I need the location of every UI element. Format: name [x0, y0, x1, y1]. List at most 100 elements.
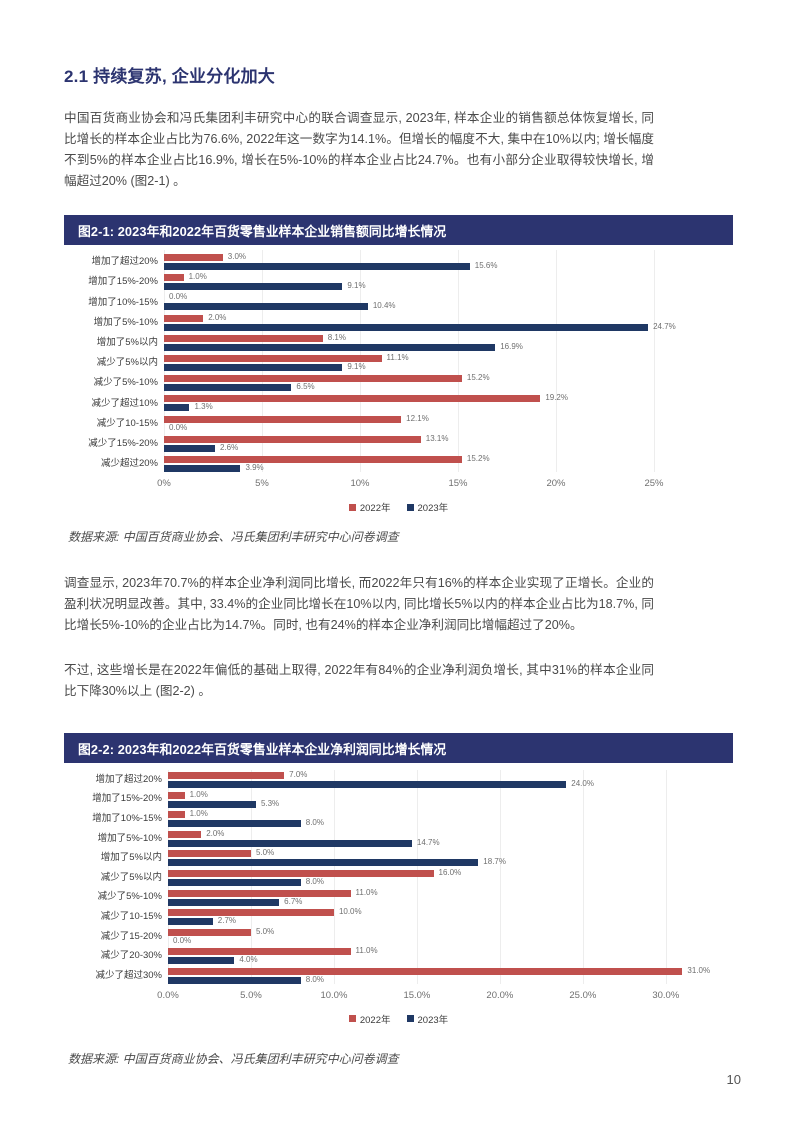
bar-2022	[168, 870, 434, 877]
category-label: 增加了5%以内	[96, 336, 158, 348]
bar-value-label: 9.1%	[347, 362, 366, 371]
paragraph-3: 不过, 这些增长是在2022年偏低的基础上取得, 2022年有84%的企业净利润…	[64, 663, 654, 698]
x-axis-tick: 15.0%	[403, 989, 431, 1001]
bar-2023	[168, 781, 567, 788]
legend-item: 2023年	[406, 500, 448, 514]
figure-2-title: 图2-2: 2023年和2022年百货零售业样本企业净利润同比增长情况	[78, 741, 447, 757]
bar-value-label: 10.4%	[372, 301, 396, 311]
x-axis-tick: 0.0%	[157, 989, 179, 1001]
figure-2-gridlines	[64, 770, 733, 995]
bar-2022	[164, 415, 402, 423]
bar-2023	[168, 820, 301, 828]
bar-value-label: 1.0%	[189, 809, 208, 819]
x-axis-tick: 25.0%	[569, 989, 597, 1001]
bar-value-label: 11.1%	[386, 353, 409, 362]
legend-swatch	[348, 503, 356, 511]
bar-value-label: 8.0%	[305, 877, 324, 886]
category-label: 减少了20-30%	[100, 950, 162, 962]
bar-2023	[168, 839, 412, 847]
category-label: 减少了5%以内	[100, 871, 162, 883]
category-label: 减少了5%-10%	[93, 377, 158, 389]
bar-value-label: 11.0%	[355, 946, 378, 956]
bar-2022	[164, 395, 541, 403]
bar-2023	[164, 283, 343, 291]
x-axis-tick: 0%	[157, 478, 171, 490]
bar-2022	[164, 456, 462, 463]
category-label: 增加了5%-10%	[93, 316, 158, 328]
bar-value-label: 16.9%	[500, 341, 523, 351]
bar-value-label: 5.0%	[255, 848, 275, 858]
legend-label: 2023年	[417, 1014, 449, 1026]
gridline	[499, 770, 501, 984]
legend-label: 2022年	[359, 503, 391, 515]
bar-value-label: 0.0%	[173, 935, 192, 945]
page-title: 2.1 持续复苏, 企业分化加大	[64, 67, 276, 86]
category-label: 增加了5%-10%	[97, 832, 162, 844]
x-axis-tick: 10.0%	[320, 989, 348, 1001]
x-axis-tick: 20.0%	[486, 989, 514, 1001]
bar-value-label: 8.0%	[305, 975, 324, 984]
bar-value-label: 2.7%	[217, 916, 237, 926]
category-label: 减少了5%-10%	[97, 891, 162, 903]
bar-value-label: 16.0%	[438, 868, 462, 877]
category-label: 减少了10-15%	[100, 911, 162, 922]
bar-value-label: 15.2%	[466, 373, 490, 383]
bar-value-label: 24.0%	[571, 779, 594, 788]
bar-value-label: 11.0%	[355, 887, 378, 897]
x-axis-tick: 20%	[546, 478, 566, 490]
gridline	[458, 250, 459, 473]
x-axis-tick: 5.0%	[240, 989, 262, 1001]
bar-value-label: 18.7%	[483, 857, 506, 867]
bar-value-label: 6.5%	[296, 382, 315, 392]
category-label: 增加了15%-20%	[88, 276, 158, 288]
bar-value-label: 4.0%	[239, 955, 258, 965]
bar-value-label: 19.2%	[545, 393, 568, 403]
category-label: 减少超过20%	[100, 458, 158, 470]
bar-2022	[168, 928, 251, 936]
bar-value-label: 3.9%	[245, 463, 264, 472]
category-label: 增加了10%-15%	[92, 813, 162, 824]
bar-2023	[164, 404, 190, 412]
legend-swatch	[406, 503, 414, 511]
bar-value-label: 14.7%	[416, 837, 440, 847]
bar-value-label: 5.0%	[255, 926, 275, 936]
bar-2023	[168, 957, 235, 965]
x-axis-tick: 25%	[644, 478, 664, 490]
bar-2022	[164, 274, 184, 282]
category-label: 减少了超过30%	[95, 969, 162, 981]
bar-value-label: 0.0%	[169, 292, 188, 302]
category-label: 增加了超过20%	[91, 256, 158, 268]
paragraph-2: 调查显示, 2023年70.7%的样本企业净利润同比增长, 而2022年只有16…	[64, 576, 654, 632]
category-label: 减少了5%以内	[96, 357, 158, 369]
bar-2023	[164, 444, 215, 452]
bar-value-label: 5.3%	[260, 798, 280, 808]
figure-1-title: 图2-1: 2023年和2022年百货零售业样本企业销售额同比增长情况	[78, 223, 447, 239]
bar-2022	[168, 948, 351, 956]
bar-2023	[164, 364, 343, 371]
figure-2-chart: 增加了超过20% 7.0% 24.0% 增加了15%-20% 1.0% 5.3% 增加了10…	[64, 770, 733, 1026]
bar-2022	[164, 435, 421, 443]
bar-value-label: 2.0%	[208, 312, 227, 322]
gridline	[556, 250, 557, 473]
bar-value-label: 31.0%	[687, 966, 711, 975]
legend-item: 2023年	[406, 1012, 449, 1026]
bar-value-label: 12.1%	[406, 413, 429, 423]
category-label: 增加了超过20%	[95, 773, 162, 785]
gridline	[654, 250, 655, 473]
bar-value-label: 15.6%	[474, 261, 498, 270]
bar-2022	[164, 314, 204, 322]
bar-value-label: 2.0%	[206, 828, 225, 838]
bar-2023	[168, 898, 280, 906]
category-label: 减少了超过10%	[91, 397, 158, 409]
bar-2023	[168, 879, 301, 886]
category-label: 增加了10%-15%	[88, 296, 158, 308]
x-axis-tick: 10%	[350, 478, 370, 490]
bar-value-label: 15.2%	[466, 454, 490, 463]
category-label: 减少了10-15%	[96, 417, 158, 429]
bar-value-label: 1.3%	[194, 402, 213, 412]
gridline	[582, 770, 584, 984]
bar-value-label: 1.0%	[189, 789, 208, 799]
bar-value-label: 1.0%	[188, 272, 207, 282]
legend-swatch	[406, 1015, 414, 1023]
